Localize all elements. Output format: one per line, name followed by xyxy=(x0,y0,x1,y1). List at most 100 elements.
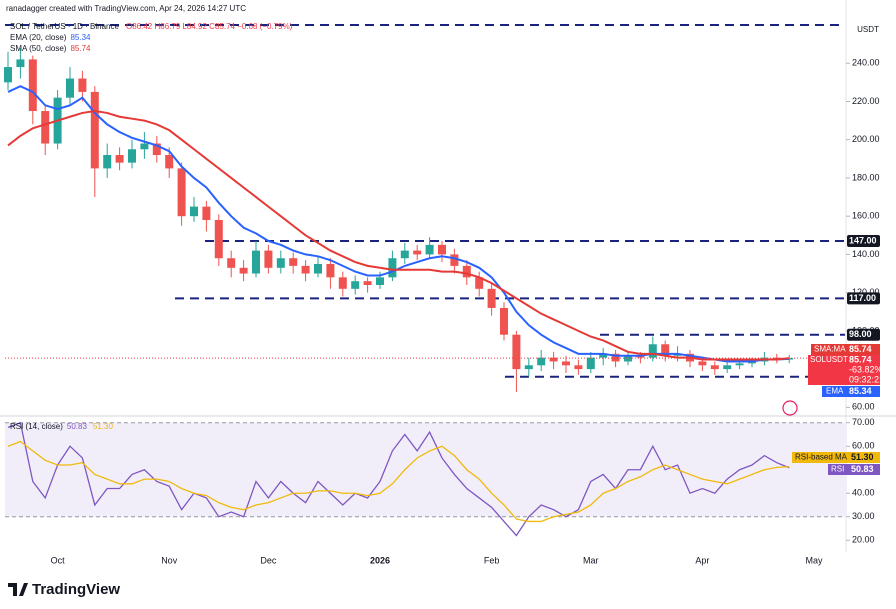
level-label: 98.00 xyxy=(849,329,872,339)
x-tick-label: May xyxy=(805,555,823,565)
candle-body xyxy=(413,250,422,255)
candle-body xyxy=(388,258,397,278)
series-line xyxy=(7,421,790,537)
candle-body xyxy=(599,353,608,358)
legend-value: 50.83 xyxy=(67,422,88,431)
candle-body xyxy=(202,206,211,220)
candle-body xyxy=(66,78,74,98)
candle-body xyxy=(165,155,174,169)
legend-name: RSI (14, close) xyxy=(10,422,63,431)
badge xyxy=(828,464,880,475)
candle-body xyxy=(537,357,546,366)
candle-body xyxy=(252,250,260,274)
y-tick-label: 40.00 xyxy=(852,488,875,498)
badge-value: 85.34 xyxy=(849,386,872,396)
candle-body xyxy=(28,59,37,112)
candle-body xyxy=(611,353,620,362)
candle-body xyxy=(338,277,347,289)
legend-name: EMA (20, close) xyxy=(10,33,67,42)
badge xyxy=(822,386,880,397)
candle-body xyxy=(723,365,732,370)
candle-body xyxy=(177,168,186,217)
x-tick-label: 2026 xyxy=(370,555,390,565)
candle-body xyxy=(227,258,236,268)
candle-body xyxy=(586,357,595,370)
logo-icon xyxy=(8,583,28,596)
level-badge xyxy=(847,292,880,305)
candle-body xyxy=(41,111,50,144)
y-tick-label: 220.00 xyxy=(852,96,880,106)
symbol: SOL / TetherUS · 1D · Binance xyxy=(10,22,119,31)
candle-body xyxy=(524,365,533,370)
candle-body xyxy=(363,281,372,285)
x-tick-label: Mar xyxy=(583,555,599,565)
candle-body xyxy=(400,250,409,259)
x-tick-label: Nov xyxy=(161,555,178,565)
y-tick-label: 180.00 xyxy=(852,172,880,182)
x-tick-label: Dec xyxy=(260,555,277,565)
candle-body xyxy=(4,67,12,83)
y-tick-label: 60.00 xyxy=(852,441,875,451)
badge-name: EMA xyxy=(826,387,844,396)
candle-body xyxy=(735,363,744,366)
candle-body xyxy=(512,334,521,370)
legend-value: 51.30 xyxy=(93,422,114,431)
candle-body xyxy=(140,143,149,150)
candle-body xyxy=(276,258,285,268)
badge-name: RSI-based MA xyxy=(795,453,848,462)
candle-body xyxy=(326,263,335,278)
currency: USDT xyxy=(857,25,879,34)
rsi-band xyxy=(5,422,845,517)
candle-body xyxy=(562,361,570,366)
candle-body xyxy=(574,365,583,370)
y-tick-label: 160.00 xyxy=(852,211,880,221)
badge-change: -63.82% xyxy=(849,364,883,374)
series-line xyxy=(7,440,790,523)
candle-body xyxy=(152,143,161,155)
candle-body xyxy=(128,149,136,163)
candle-body xyxy=(500,307,508,335)
badge xyxy=(808,355,880,385)
candle-body xyxy=(239,267,248,274)
candle-body xyxy=(90,91,99,169)
badge-value: 85.74 xyxy=(849,344,872,354)
candle-body xyxy=(16,59,25,68)
candle-body xyxy=(425,244,434,255)
y-tick-label: 60.00 xyxy=(852,402,875,412)
candle-body xyxy=(264,250,273,268)
logo: TradingView xyxy=(32,581,120,598)
candle-body xyxy=(376,277,384,285)
candle-body xyxy=(624,355,632,362)
y-tick-label: 200.00 xyxy=(852,134,880,144)
candle-body xyxy=(438,244,446,255)
badge-name: RSI xyxy=(831,465,844,474)
ohlc: O86.42 H86.79 L84.92 C85.74 −0.68 (−0.79… xyxy=(126,22,293,31)
candle-body xyxy=(462,265,471,278)
y-tick-label: 120.00 xyxy=(852,287,880,297)
level-badge xyxy=(847,235,880,248)
candle-body xyxy=(314,263,322,274)
candle-body xyxy=(661,344,670,356)
candle-body xyxy=(351,281,360,289)
badge xyxy=(811,344,880,355)
candle-body xyxy=(78,78,87,92)
x-tick-label: Feb xyxy=(484,555,500,565)
badge-value: 51.30 xyxy=(851,452,874,462)
legend-value: 85.74 xyxy=(70,44,91,53)
candle-body xyxy=(115,155,124,163)
candle-body xyxy=(475,277,484,289)
badge-value: 85.74 xyxy=(849,354,872,364)
candle-body xyxy=(214,220,223,259)
level-badge xyxy=(847,328,880,341)
candle-body xyxy=(648,344,657,358)
level-label: 147.00 xyxy=(849,235,877,245)
y-tick-label: 70.00 xyxy=(852,417,875,427)
badge-countdown: 09:32:21 xyxy=(849,374,884,384)
x-tick-label: Oct xyxy=(51,555,66,565)
y-tick-label: 20.00 xyxy=(852,535,875,545)
y-tick-label: 140.00 xyxy=(852,249,880,259)
y-tick-label: 240.00 xyxy=(852,58,880,68)
